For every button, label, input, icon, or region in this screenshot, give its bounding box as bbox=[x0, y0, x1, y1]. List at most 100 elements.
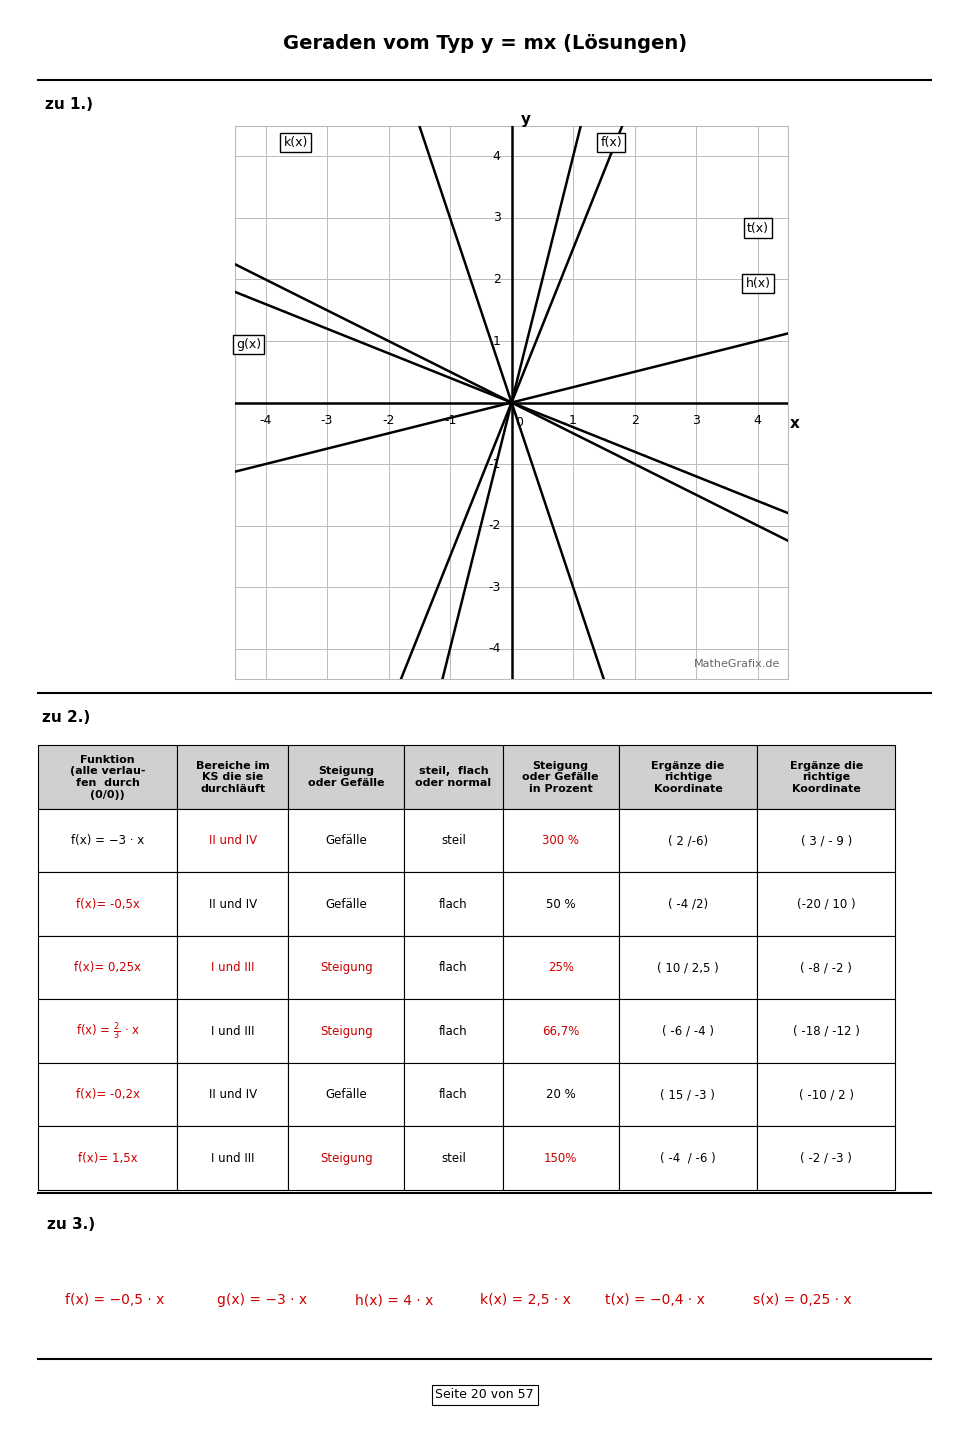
Bar bbox=[288, 936, 404, 1000]
Bar bbox=[288, 873, 404, 936]
Text: 150%: 150% bbox=[544, 1152, 577, 1164]
Text: 300 %: 300 % bbox=[542, 834, 579, 847]
Text: Gefälle: Gefälle bbox=[325, 1088, 368, 1101]
Text: t(x): t(x) bbox=[747, 221, 769, 234]
Text: ( -4 /2): ( -4 /2) bbox=[668, 898, 708, 911]
Text: Funktion
(alle verlau-
fen  durch
(0/0)): Funktion (alle verlau- fen durch (0/0)) bbox=[70, 755, 145, 800]
Text: steil: steil bbox=[441, 1152, 466, 1164]
Text: Gefälle: Gefälle bbox=[325, 898, 368, 911]
Bar bbox=[177, 873, 288, 936]
Bar bbox=[177, 809, 288, 873]
Text: -1: -1 bbox=[488, 457, 500, 470]
Bar bbox=[288, 745, 404, 809]
Bar bbox=[288, 1126, 404, 1190]
Bar bbox=[38, 1064, 177, 1126]
Bar bbox=[177, 1126, 288, 1190]
Text: x: x bbox=[790, 416, 800, 431]
Text: 3: 3 bbox=[692, 413, 700, 426]
Bar bbox=[503, 936, 618, 1000]
Text: ( -18 / -12 ): ( -18 / -12 ) bbox=[793, 1024, 860, 1037]
Text: Ergänze die
richtige
Koordinate: Ergänze die richtige Koordinate bbox=[790, 761, 863, 794]
Text: 25%: 25% bbox=[548, 962, 574, 975]
Text: steil,  flach
oder normal: steil, flach oder normal bbox=[416, 767, 492, 789]
Text: flach: flach bbox=[440, 1088, 468, 1101]
Bar bbox=[757, 745, 896, 809]
Text: t(x) = −0,4 · x: t(x) = −0,4 · x bbox=[606, 1293, 706, 1308]
Text: Steigung: Steigung bbox=[320, 1152, 372, 1164]
Text: s(x) = 0,25 · x: s(x) = 0,25 · x bbox=[753, 1293, 852, 1308]
Text: 4: 4 bbox=[754, 413, 761, 426]
Bar bbox=[177, 936, 288, 1000]
Bar bbox=[618, 873, 757, 936]
Text: Steigung: Steigung bbox=[320, 1024, 372, 1037]
Text: f(x)= -0,2x: f(x)= -0,2x bbox=[76, 1088, 139, 1101]
Bar bbox=[38, 809, 177, 873]
Text: ( -4  / -6 ): ( -4 / -6 ) bbox=[660, 1152, 716, 1164]
Text: f(x): f(x) bbox=[600, 135, 622, 148]
Text: steil: steil bbox=[441, 834, 466, 847]
Bar bbox=[757, 1126, 896, 1190]
Bar bbox=[503, 1064, 618, 1126]
Text: 2: 2 bbox=[631, 413, 638, 426]
Text: g(x): g(x) bbox=[236, 338, 261, 351]
Text: f(x)= 0,25x: f(x)= 0,25x bbox=[74, 962, 141, 975]
Text: I und III: I und III bbox=[211, 1024, 254, 1037]
Bar bbox=[177, 745, 288, 809]
Text: (-20 / 10 ): (-20 / 10 ) bbox=[797, 898, 855, 911]
Bar bbox=[618, 1126, 757, 1190]
Text: f(x) = −0,5 · x: f(x) = −0,5 · x bbox=[65, 1293, 164, 1308]
Bar bbox=[618, 745, 757, 809]
Bar bbox=[404, 1064, 503, 1126]
Text: -2: -2 bbox=[382, 413, 395, 426]
Bar bbox=[404, 936, 503, 1000]
Text: zu 1.): zu 1.) bbox=[45, 96, 93, 112]
Text: f(x) = −3 · x: f(x) = −3 · x bbox=[71, 834, 144, 847]
Text: ( 15 / -3 ): ( 15 / -3 ) bbox=[660, 1088, 715, 1101]
Bar bbox=[288, 809, 404, 873]
Text: flach: flach bbox=[440, 962, 468, 975]
Bar bbox=[38, 1000, 177, 1064]
Bar bbox=[404, 1126, 503, 1190]
Text: Geraden vom Typ y = mx (Lösungen): Geraden vom Typ y = mx (Lösungen) bbox=[283, 33, 686, 52]
Text: g(x) = −3 · x: g(x) = −3 · x bbox=[217, 1293, 307, 1308]
Text: 2: 2 bbox=[492, 274, 500, 287]
Bar bbox=[38, 873, 177, 936]
Bar bbox=[503, 1000, 618, 1064]
Text: 20 %: 20 % bbox=[546, 1088, 576, 1101]
Bar bbox=[404, 873, 503, 936]
Text: 66,7%: 66,7% bbox=[542, 1024, 580, 1037]
Text: ( -10 / 2 ): ( -10 / 2 ) bbox=[799, 1088, 853, 1101]
Text: flach: flach bbox=[440, 898, 468, 911]
Text: k(x) = 2,5 · x: k(x) = 2,5 · x bbox=[480, 1293, 571, 1308]
Bar bbox=[288, 1000, 404, 1064]
Text: f(x) = $\frac{2}{3}$ · x: f(x) = $\frac{2}{3}$ · x bbox=[76, 1020, 139, 1042]
Text: y: y bbox=[521, 112, 531, 127]
Text: Seite 20 von 57: Seite 20 von 57 bbox=[436, 1388, 534, 1401]
Bar bbox=[177, 1000, 288, 1064]
Bar bbox=[618, 936, 757, 1000]
Bar bbox=[404, 809, 503, 873]
Text: Steigung: Steigung bbox=[320, 962, 372, 975]
Bar bbox=[38, 745, 177, 809]
Bar bbox=[757, 936, 896, 1000]
Bar bbox=[757, 873, 896, 936]
Text: 1: 1 bbox=[492, 335, 500, 348]
Text: -3: -3 bbox=[321, 413, 333, 426]
Bar bbox=[503, 809, 618, 873]
Bar bbox=[618, 1064, 757, 1126]
Bar bbox=[288, 1064, 404, 1126]
Text: ( -6 / -4 ): ( -6 / -4 ) bbox=[661, 1024, 714, 1037]
Text: ( -2 / -3 ): ( -2 / -3 ) bbox=[801, 1152, 852, 1164]
Bar bbox=[618, 809, 757, 873]
Text: k(x): k(x) bbox=[283, 135, 308, 148]
Text: Bereiche im
KS die sie
durchläuft: Bereiche im KS die sie durchläuft bbox=[196, 761, 270, 794]
Text: -2: -2 bbox=[488, 519, 500, 533]
Text: II und IV: II und IV bbox=[208, 1088, 256, 1101]
Bar bbox=[757, 1064, 896, 1126]
Text: Ergänze die
richtige
Koordinate: Ergänze die richtige Koordinate bbox=[651, 761, 725, 794]
Text: ( 10 / 2,5 ): ( 10 / 2,5 ) bbox=[657, 962, 719, 975]
Text: 3: 3 bbox=[492, 211, 500, 224]
Text: II und IV: II und IV bbox=[208, 834, 256, 847]
Text: Steigung
oder Gefälle
in Prozent: Steigung oder Gefälle in Prozent bbox=[522, 761, 599, 794]
Text: f(x)= 1,5x: f(x)= 1,5x bbox=[78, 1152, 137, 1164]
